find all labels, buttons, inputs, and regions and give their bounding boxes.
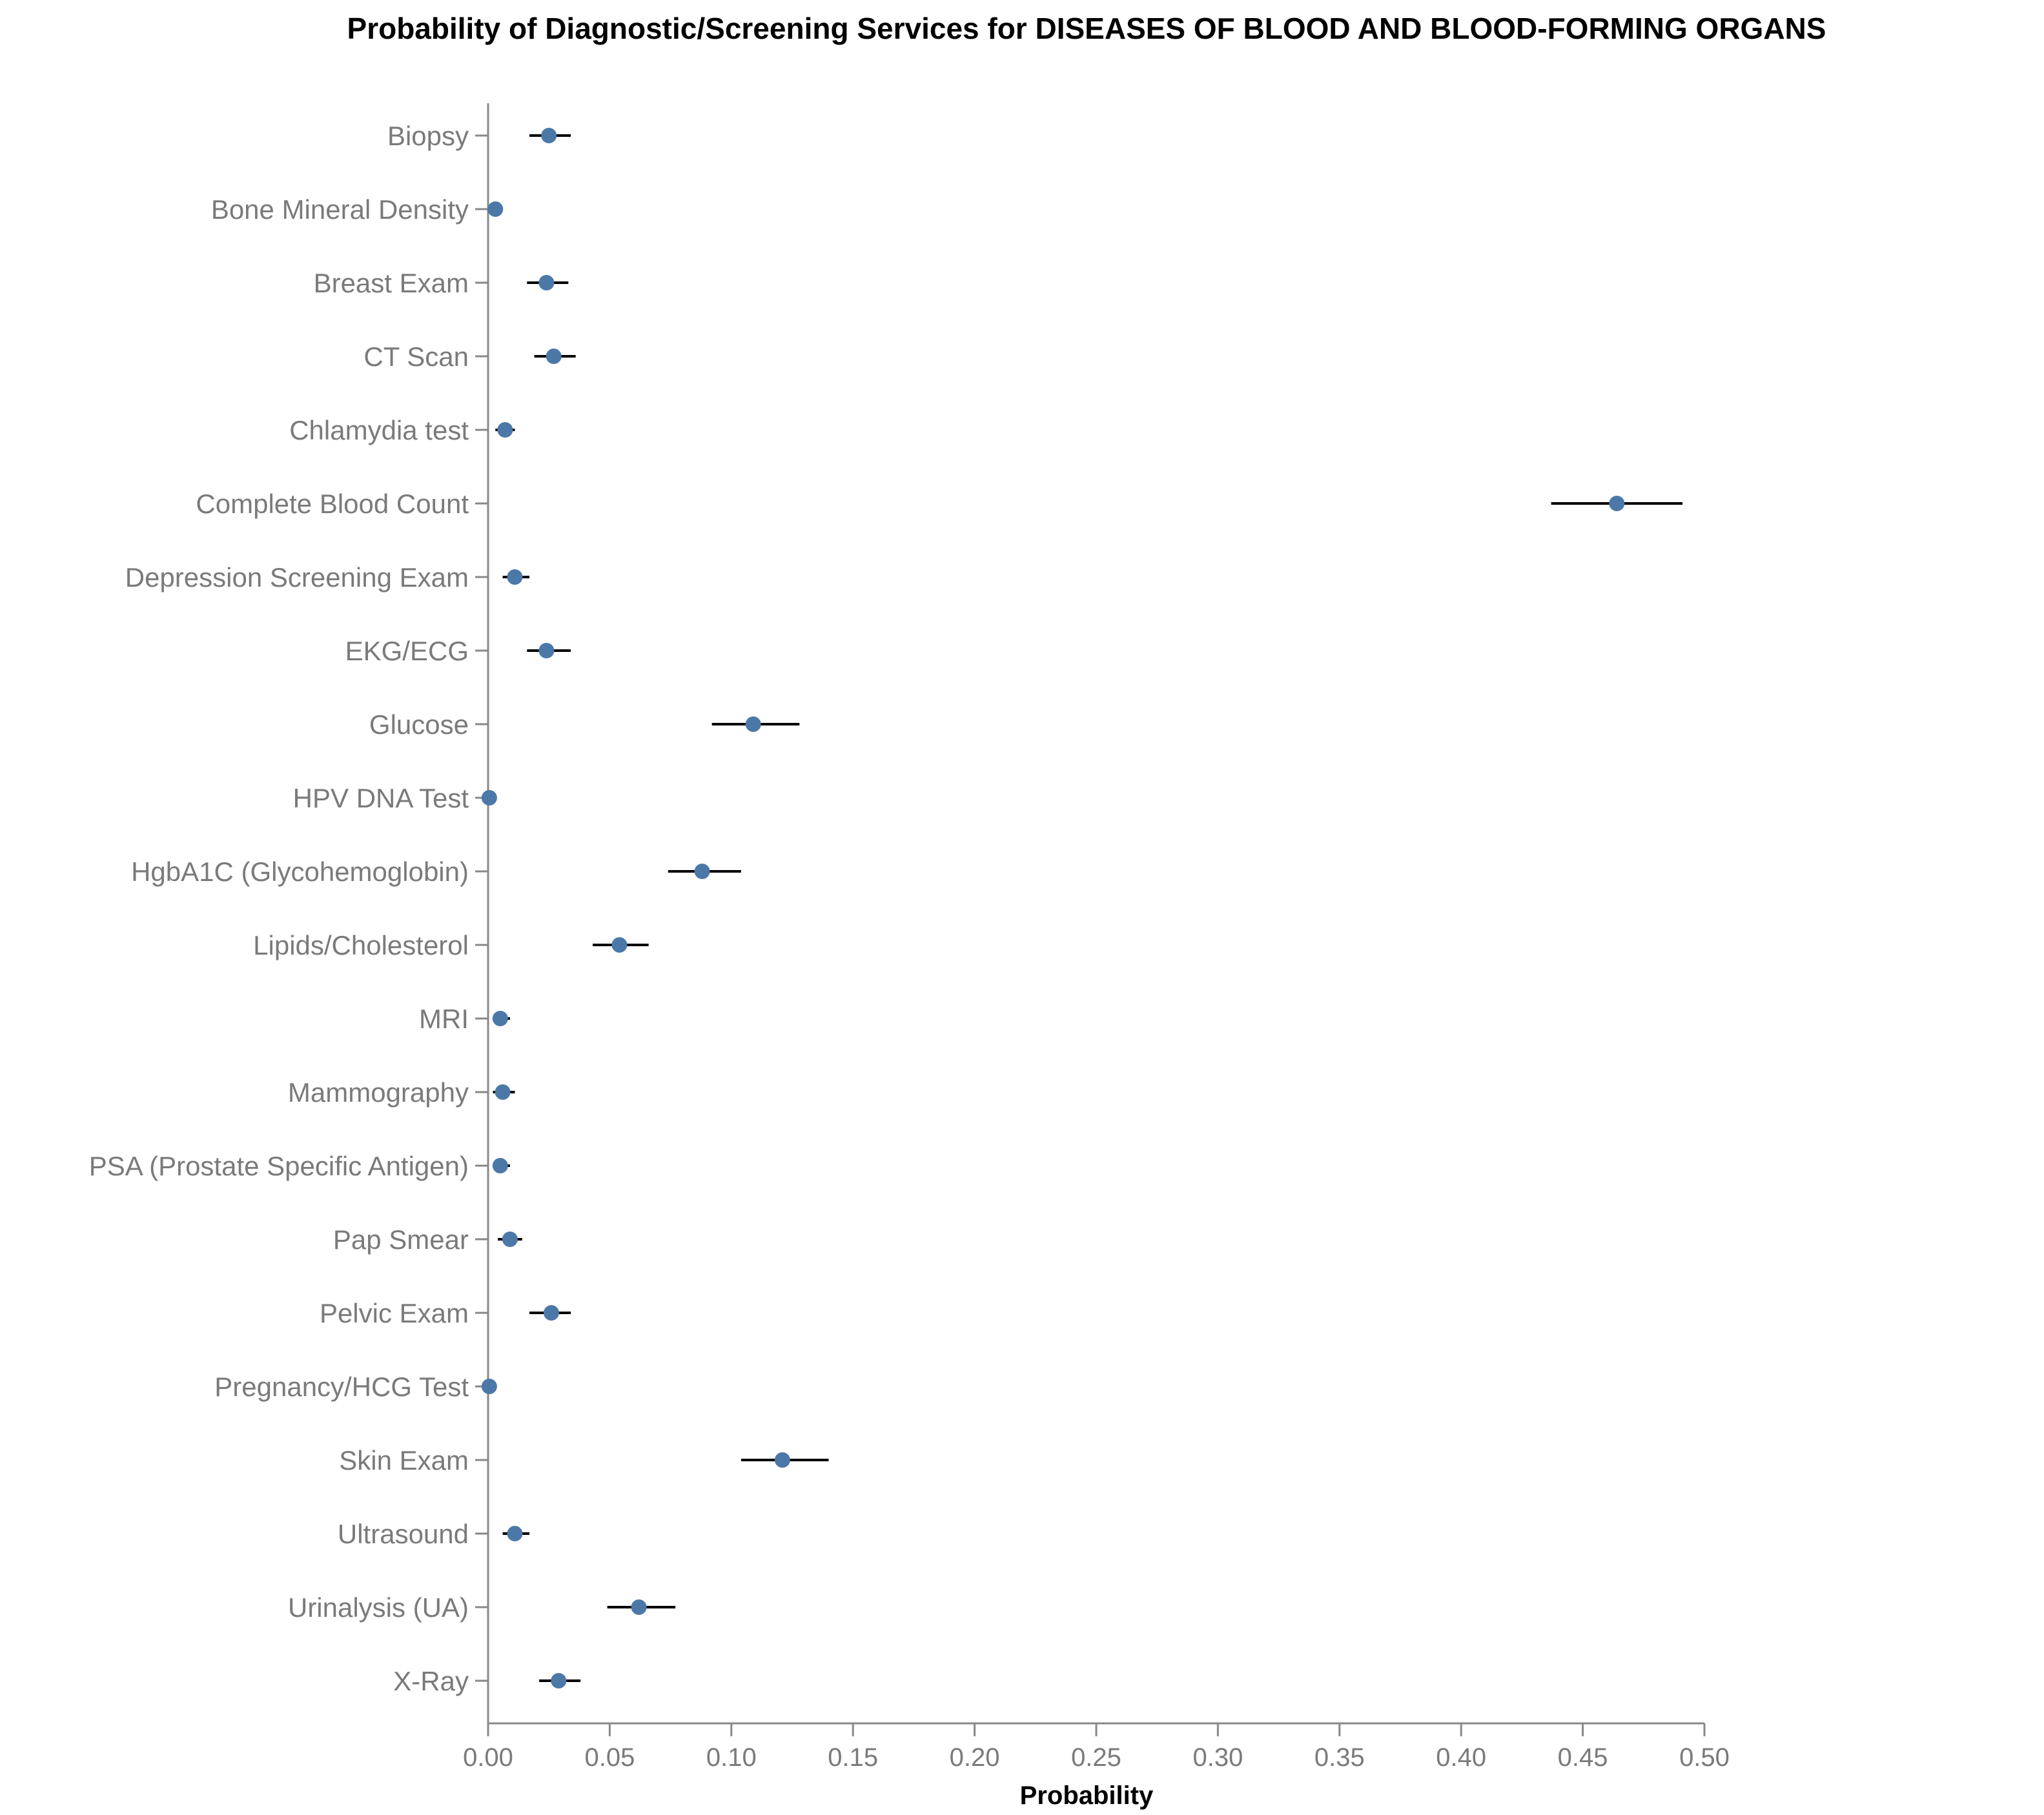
y-tick-label: Bone Mineral Density [211, 194, 469, 225]
x-tick-label: 0.00 [463, 1743, 513, 1772]
y-tick-label: HgbA1C (Glycohemoglobin) [131, 857, 469, 887]
data-point [541, 128, 557, 143]
y-tick-label: Mammography [288, 1077, 469, 1108]
y-tick-label: HPV DNA Test [293, 783, 469, 813]
y-tick-label: Pap Smear [333, 1224, 469, 1255]
y-tick-label: X-Ray [393, 1666, 469, 1696]
data-point [492, 1011, 508, 1026]
y-tick-label: EKG/ECG [345, 636, 469, 666]
y-tick-label: Complete Blood Count [196, 489, 469, 519]
y-tick-label: Pregnancy/HCG Test [214, 1372, 469, 1402]
data-point [538, 275, 555, 290]
data-point [507, 1526, 523, 1541]
y-tick-label: Breast Exam [314, 268, 469, 298]
y-tick-label: CT Scan [363, 341, 469, 372]
y-tick-label: Biopsy [387, 121, 469, 151]
y-tick-label: Urinalysis (UA) [288, 1592, 469, 1623]
data-point [502, 1232, 518, 1247]
plot-marks [481, 128, 1683, 1688]
y-axis: Biopsy Bone Mineral Density Breast Exam CT … [89, 103, 489, 1723]
data-point [745, 716, 761, 732]
data-point [543, 1305, 559, 1321]
y-tick-label: Skin Exam [339, 1445, 469, 1475]
x-tick-label: 0.35 [1314, 1743, 1365, 1772]
data-point [507, 569, 523, 585]
x-axis-title: Probability [1020, 1781, 1154, 1810]
x-tick-label: 0.25 [1071, 1743, 1121, 1772]
data-point [481, 790, 497, 806]
y-tick-label: Pelvic Exam [320, 1298, 469, 1328]
y-tick-label: PSA (Prostate Specific Antigen) [89, 1151, 469, 1181]
data-point [551, 1673, 567, 1688]
data-point [492, 1158, 508, 1173]
x-tick-label: 0.30 [1192, 1743, 1243, 1772]
data-point [487, 201, 504, 217]
x-tick-label: 0.45 [1558, 1743, 1608, 1772]
y-tick-label: Lipids/Cholesterol [253, 930, 469, 960]
x-tick-label: 0.05 [584, 1743, 635, 1772]
data-point [538, 643, 555, 658]
data-point [495, 1084, 511, 1100]
data-point [694, 864, 710, 879]
x-tick-label: 0.20 [950, 1743, 1000, 1772]
data-point [481, 1379, 497, 1394]
x-tick-label: 0.10 [706, 1743, 757, 1772]
data-point [1609, 496, 1625, 511]
y-tick-label: Chlamydia test [289, 415, 469, 445]
x-tick-label: 0.50 [1679, 1743, 1730, 1772]
y-tick-label: Glucose [369, 709, 469, 740]
chart-title: Probability of Diagnostic/Screening Serv… [347, 12, 1826, 45]
y-tick-label: Ultrasound [338, 1519, 469, 1549]
data-point [546, 349, 562, 364]
y-tick-label: MRI [419, 1004, 469, 1034]
x-tick-label: 0.15 [828, 1743, 878, 1772]
data-point [497, 422, 513, 438]
data-point [774, 1452, 790, 1468]
y-tick-label: Depression Screening Exam [125, 562, 469, 593]
data-point [631, 1599, 647, 1615]
x-tick-label: 0.40 [1436, 1743, 1486, 1772]
x-axis: 0.00 0.05 0.10 0.15 0.20 0.25 0.30 0.35 0.40 0.45… [463, 1722, 1730, 1772]
data-point [611, 937, 628, 953]
